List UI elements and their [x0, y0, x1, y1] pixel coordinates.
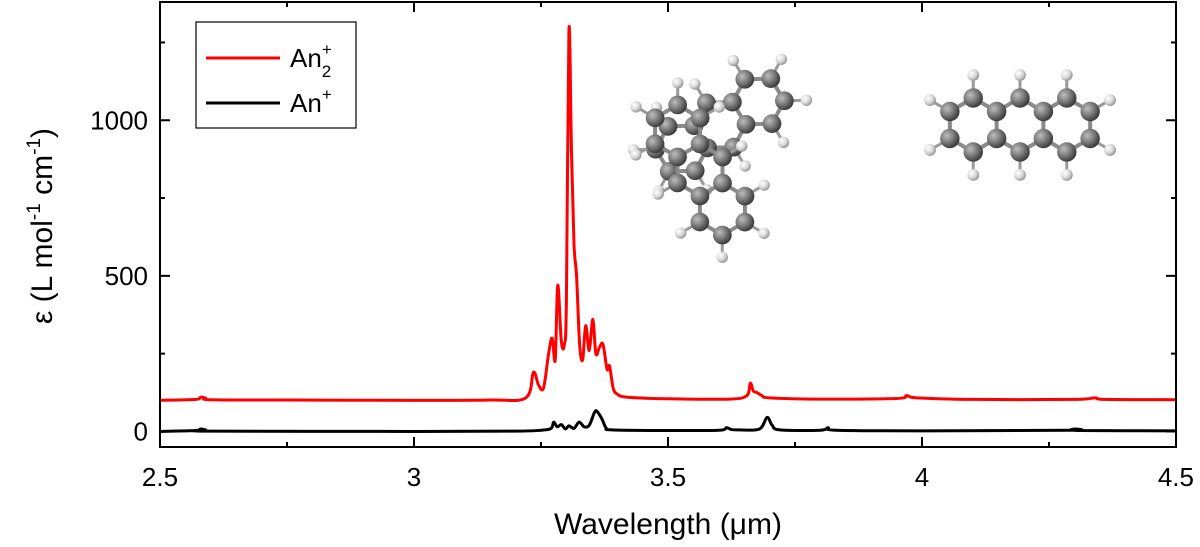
legend-label-monomer-sup: + [322, 85, 332, 104]
hydrogen-atom [672, 77, 684, 89]
carbon-atom [736, 114, 756, 134]
hydrogen-atom [1060, 169, 1073, 181]
hydrogen-atom [689, 78, 701, 90]
legend-label-monomer: An+ [290, 85, 332, 118]
x-tick-label-2: 3.5 [650, 462, 686, 492]
anthracene-monomer-molecule-image [924, 69, 1116, 181]
carbon-atom [690, 134, 710, 154]
carbon-atom [697, 93, 716, 113]
series-line-0 [160, 25, 1176, 402]
hydrogen-atom [775, 53, 788, 65]
y-axis-label: ε (L mol-1 cm-1) [24, 128, 59, 324]
y-axis-label-part-3: ) [26, 128, 59, 138]
carbon-atom [690, 108, 710, 128]
carbon-atom [735, 186, 755, 206]
carbon-atom [645, 108, 665, 128]
y-axis-label-part-2: cm [26, 155, 59, 203]
legend-label-monomer-base: An [290, 88, 322, 118]
hydrogen-atom [630, 149, 642, 161]
y-axis-label-sup-1: -1 [24, 203, 45, 220]
y-tick-label-2: 1000 [90, 105, 148, 135]
legend: An+ 2 An+ [195, 21, 357, 129]
carbon-atom [645, 134, 665, 154]
legend-label-dimer: An+ 2 [290, 40, 332, 81]
hydrogen-atom [967, 69, 980, 81]
carbon-atom [775, 91, 794, 111]
y-axis-label-part-1: ε (L mol [26, 220, 59, 324]
hydrogen-atom [1104, 94, 1116, 106]
carbon-atom [735, 69, 755, 89]
hydrogen-atom [674, 227, 687, 239]
carbon-atom [940, 128, 960, 149]
carbon-atom [1057, 142, 1077, 162]
carbon-atom [685, 161, 705, 181]
x-axis: 2.5 3 3.5 4 4.5 [142, 2, 1194, 492]
hydrogen-atom [1014, 69, 1026, 81]
hydrogen-atom [652, 188, 664, 200]
x-tick-label-3: 4 [915, 462, 929, 492]
hydrogen-atom [713, 101, 726, 113]
x-tick-label-0: 2.5 [142, 462, 178, 492]
legend-box [195, 21, 357, 129]
carbon-atom [1033, 128, 1054, 149]
legend-label-dimer-sub: 2 [322, 62, 331, 81]
hydrogen-atom [1060, 69, 1073, 81]
carbon-atom [1010, 88, 1030, 108]
carbon-atom [668, 95, 688, 115]
hydrogen-atom [924, 94, 936, 106]
carbon-atom [690, 212, 710, 232]
y-tick-label-0: 0 [134, 416, 148, 446]
anthracene-dimer-molecule-image [627, 53, 813, 263]
carbon-atom [1057, 88, 1077, 108]
hydrogen-atom [758, 179, 770, 191]
series-line-1 [160, 409, 1176, 433]
hydrogen-atom [716, 251, 728, 263]
carbon-atom [668, 173, 687, 193]
carbon-atom [1080, 101, 1100, 122]
x-tick-label-1: 3 [407, 462, 421, 492]
hydrogen-atom [1014, 169, 1026, 181]
carbon-atom [1080, 128, 1100, 149]
carbon-atom [668, 147, 687, 167]
carbon-atom [986, 101, 1007, 122]
carbon-atom [735, 212, 755, 232]
carbon-atom [713, 173, 732, 193]
carbon-atom [723, 92, 742, 112]
hydrogen-atom [739, 160, 751, 172]
hydrogen-atom [1104, 144, 1116, 156]
legend-label-dimer-base: An [290, 43, 322, 73]
carbon-atom [761, 69, 781, 88]
series-group [160, 25, 1176, 433]
y-axis-label-sup-2: -1 [24, 138, 45, 155]
carbon-atom [713, 147, 732, 167]
hydrogen-atom [630, 101, 642, 113]
x-tick-label-4: 4.5 [1158, 462, 1194, 492]
legend-label-dimer-sup: + [322, 40, 332, 59]
hydrogen-atom [777, 136, 790, 149]
carbon-atom [762, 114, 782, 133]
carbon-atom [712, 225, 732, 245]
carbon-atom [690, 186, 710, 206]
carbon-atom [963, 88, 983, 108]
hydrogen-atom [736, 140, 748, 152]
hydrogen-atom [758, 227, 770, 239]
y-axis: 0 500 1000 [90, 41, 1176, 446]
hydrogen-atom [727, 54, 739, 67]
hydrogen-atom [967, 169, 980, 181]
carbon-atom [1010, 142, 1030, 162]
carbon-atom [963, 142, 983, 162]
hydrogen-atom [924, 144, 936, 156]
hydrogen-atom [800, 94, 813, 106]
carbon-atom [940, 101, 960, 122]
y-tick-label-1: 500 [105, 261, 148, 291]
carbon-atom [986, 128, 1007, 149]
x-axis-label: Wavelength (μm) [554, 508, 782, 541]
carbon-atom [1033, 101, 1054, 122]
